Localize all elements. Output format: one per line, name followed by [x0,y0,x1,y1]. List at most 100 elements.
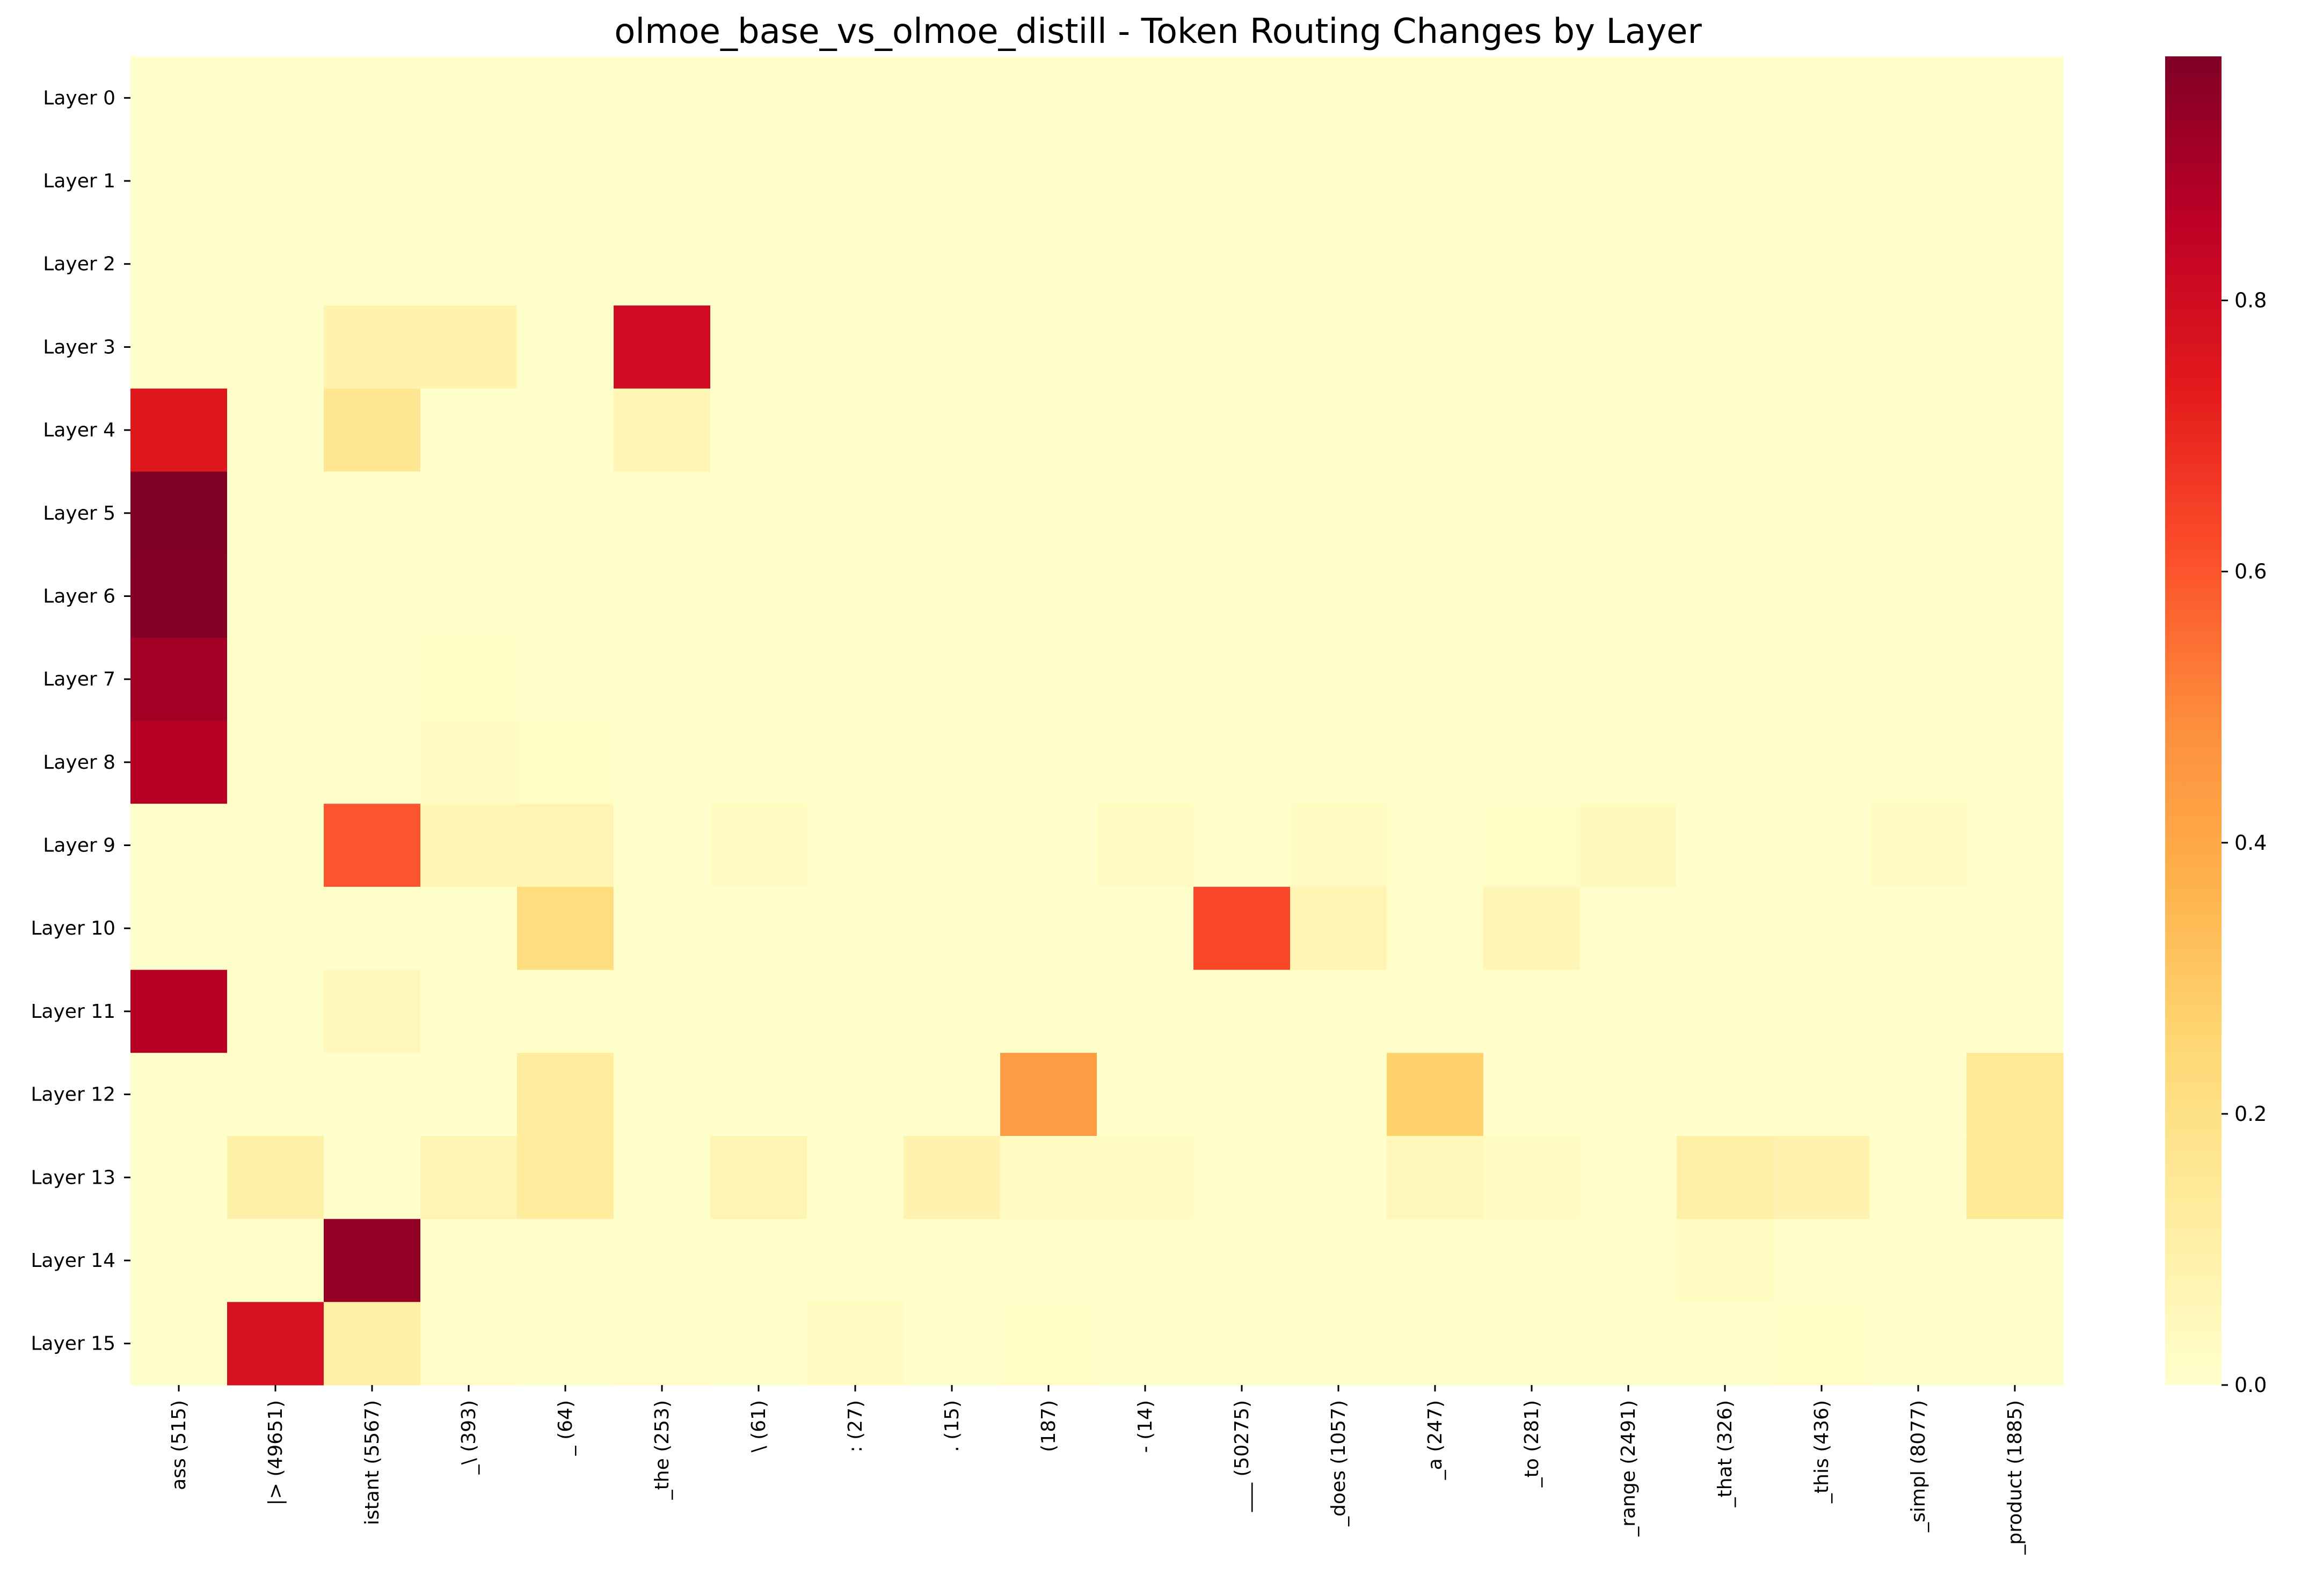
heatmap-cell [1290,1219,1387,1302]
heatmap-cell [1677,637,1774,722]
heatmap-cell [807,804,904,887]
heatmap-cell [130,637,228,722]
heatmap-cell [614,720,711,804]
x-tick-label: _ (64) [555,1400,577,1456]
heatmap-cell [420,1219,518,1302]
heatmap-cell [1290,555,1387,638]
heatmap-cell [517,1135,614,1220]
heatmap-cell [807,637,904,722]
heatmap-cell [1193,305,1291,389]
heatmap-cell [420,139,518,223]
heatmap-cell [517,720,614,804]
heatmap-cell [1483,56,1581,140]
heatmap-cell [227,222,324,306]
heatmap-cell [1870,222,1967,306]
heatmap-cell [1000,139,1097,223]
heatmap-cell [1677,970,1774,1053]
heatmap-cell [807,1135,904,1220]
heatmap-cell [1097,720,1194,804]
y-tick-label: Layer 1 [43,170,115,192]
heatmap-cell [614,305,711,389]
heatmap-cell [1483,1302,1581,1386]
heatmap-cell [1773,139,1870,223]
heatmap-cell [324,1302,421,1386]
x-tick-label: _a (247) [1424,1400,1446,1480]
heatmap-cell [1193,471,1291,555]
heatmap-cell [710,1053,807,1136]
heatmap-cell [1483,471,1581,555]
chart-title: olmoe_base_vs_olmoe_distill - Token Rout… [614,12,1702,52]
x-tick-label: . (15) [941,1400,963,1452]
heatmap-cell [1580,222,1677,306]
colorbar-tick-label: 0.0 [2234,1373,2267,1397]
heatmap-cell [227,637,324,722]
heatmap-cell [1677,388,1774,472]
heatmap-cell [1580,970,1677,1053]
heatmap-cell [324,720,421,804]
heatmap-cell [227,305,324,389]
x-tick-label: |> (49651) [265,1400,287,1505]
x-tick-label: _\ (393) [458,1400,480,1475]
heatmap-cell [1387,886,1484,971]
heatmap-cell [1483,555,1581,638]
heatmap-cell [227,1219,324,1302]
heatmap-cell [1483,139,1581,223]
heatmap-cell [710,388,807,472]
heatmap-cell [517,139,614,223]
heatmap-cell [420,637,518,722]
y-tick-label: Layer 11 [31,1001,115,1023]
heatmap-cell [904,970,1001,1053]
heatmap-cell [614,1135,711,1220]
y-tick-label: Layer 0 [43,87,115,109]
x-tick-label: istant (5567) [361,1400,383,1525]
heatmap-cell [227,1135,324,1220]
heatmap-cell [1870,555,1967,638]
heatmap-cell [1967,305,2064,389]
heatmap-cell [324,1219,421,1302]
heatmap-cell [807,56,904,140]
heatmap-cell [517,388,614,472]
heatmap-cell [614,471,711,555]
heatmap-cell [1000,388,1097,472]
heatmap-cell [324,305,421,389]
heatmap-cell [1483,1053,1581,1136]
heatmap-cell [1387,970,1484,1053]
heatmap-cell [1097,388,1194,472]
heatmap-cell [517,56,614,140]
heatmap-cell [1773,555,1870,638]
heatmap-cell [904,1219,1001,1302]
heatmap-cell [1773,970,1870,1053]
heatmap-cell [710,970,807,1053]
heatmap-cell [807,970,904,1053]
heatmap-cell [1773,1219,1870,1302]
x-tick-label: ___ (50275) [1231,1400,1253,1512]
heatmap-cell [420,804,518,887]
heatmap-cell [904,1053,1001,1136]
heatmap-cell [1967,139,2064,223]
heatmap-cell [614,388,711,472]
heatmap-cell [1677,720,1774,804]
heatmap-cell [1677,555,1774,638]
heatmap-cell [807,388,904,472]
heatmap-cell [1967,56,2064,140]
heatmap-cell [227,720,324,804]
heatmap-cell [1967,471,2064,555]
heatmap-cell [130,555,228,638]
heatmap-cell [227,555,324,638]
heatmap-cell [1193,388,1291,472]
heatmap-cell [614,637,711,722]
heatmap-cell [1193,886,1291,971]
x-tick-label: \ (61) [748,1400,770,1452]
heatmap-cell [1193,1135,1291,1220]
heatmap-cell [1870,1135,1967,1220]
heatmap-cell [1870,970,1967,1053]
heatmap-cell [1000,804,1097,887]
heatmap-cell [710,637,807,722]
heatmap-cell [1193,139,1291,223]
heatmap-cell [710,222,807,306]
heatmap-cell [1870,1219,1967,1302]
heatmap-cell [420,1135,518,1220]
heatmap-cell [1483,804,1581,887]
heatmap-cell [904,1135,1001,1220]
y-tick-label: Layer 3 [43,336,115,358]
